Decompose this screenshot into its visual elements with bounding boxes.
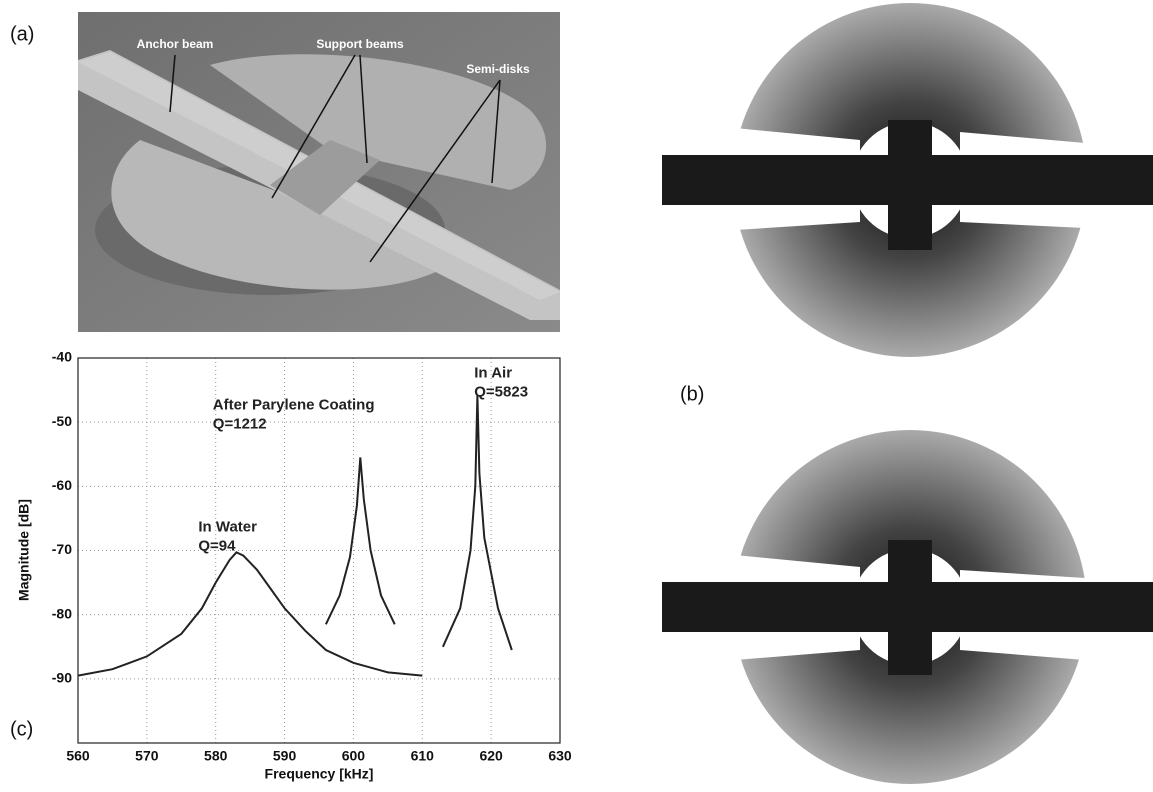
x-tick-label: 560 (66, 748, 90, 764)
y-axis-label: Magnitude [dB] (16, 499, 32, 601)
x-tick-label: 610 (411, 748, 435, 764)
annotation: Semi-disks (466, 62, 530, 76)
x-tick-label: 580 (204, 748, 228, 764)
annotation: Q=1212 (213, 415, 267, 432)
y-tick-label: -70 (52, 541, 72, 557)
panel-label: (a) (10, 23, 34, 45)
x-tick-label: 630 (548, 748, 572, 764)
annotation: Anchor beam (137, 37, 214, 51)
panel-label: (c) (10, 718, 33, 740)
sem-image: Anchor beam Support beams Semi-disks (78, 12, 560, 332)
arrows (169, 54, 501, 263)
y-tick-label: -80 (52, 605, 72, 621)
panel-label: (b) (680, 383, 704, 405)
x-tick-label: 570 (135, 748, 159, 764)
plot-frame (77, 357, 561, 744)
x-tick-label: 590 (273, 748, 297, 764)
diagram-bottom (660, 430, 1153, 784)
annotation: Support beams (316, 37, 404, 51)
annotation: In Water (198, 518, 257, 535)
annotation: Q=5823 (474, 383, 528, 400)
annotation: Q=94 (198, 537, 236, 554)
annotation: In Air (474, 364, 512, 381)
y-tick-label: -50 (52, 413, 72, 429)
line-series (324, 457, 396, 625)
x-axis-label: Frequency [kHz] (265, 766, 374, 782)
diagram-top (660, 3, 1153, 357)
x-tick-label: 620 (479, 748, 503, 764)
y-tick-label: -90 (52, 670, 72, 686)
y-tick-label: -40 (52, 349, 72, 365)
annotation: After Parylene Coating (213, 396, 375, 413)
x-tick-label: 600 (342, 748, 366, 764)
line-series (441, 395, 513, 651)
y-tick-label: -60 (52, 477, 72, 493)
line-series (77, 551, 423, 677)
